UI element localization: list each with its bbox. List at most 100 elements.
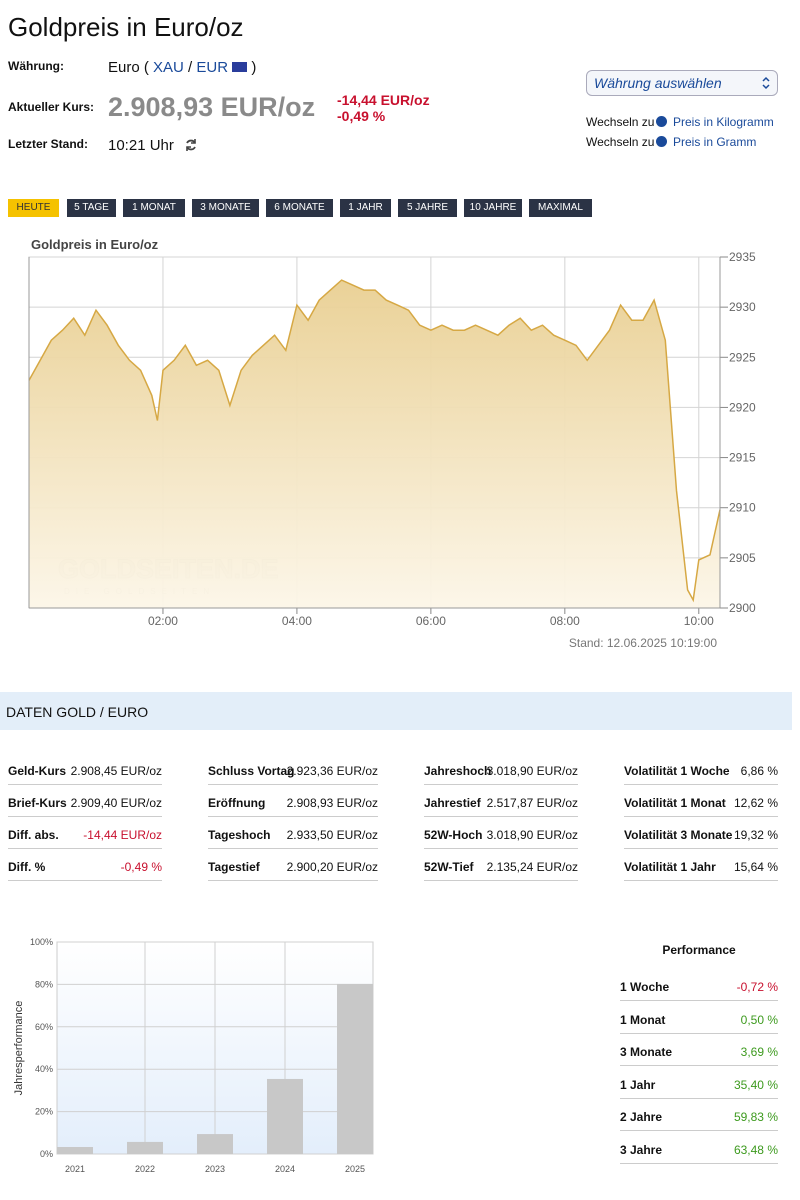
data-row: 52W-Hoch 3.018,90 EUR/oz — [424, 824, 578, 849]
data-value: -0,49 % — [120, 860, 162, 874]
tab[interactable]: 6 MONATE — [266, 199, 333, 217]
data-row: Volatilität 3 Monate 19,32 % — [624, 824, 778, 849]
data-row: Geld-Kurs 2.908,45 EUR/oz — [8, 760, 162, 785]
arrow-icon — [656, 116, 667, 127]
tab[interactable]: 3 MONATE — [192, 199, 259, 217]
switch-link[interactable]: Preis in Kilogramm — [673, 115, 774, 129]
data-key: 52W-Hoch — [424, 828, 483, 842]
performance-row: 2 Jahre 59,83 % — [620, 1106, 778, 1131]
y-tick-label: 20% — [35, 1107, 53, 1117]
bar — [197, 1134, 233, 1154]
x-tick-label: 10:00 — [684, 614, 714, 628]
note: Stand: 12.06.2025 10:19:00 — [569, 636, 717, 650]
currency-select[interactable]: Währung auswählen — [586, 70, 778, 96]
select-arrow — [762, 76, 770, 90]
switch-prefix: Wechseln zu — [586, 115, 655, 129]
data-key: Jahreshoch — [424, 764, 492, 778]
performance-key: 1 Woche — [620, 980, 670, 994]
tab[interactable]: 1 MONAT — [123, 199, 185, 217]
tab[interactable]: 1 JAHR — [340, 199, 391, 217]
currency: Euro ( XAU / EUR ) — [108, 59, 256, 76]
data-row: Schluss Vortag 2.923,36 EUR/oz — [208, 760, 378, 785]
flag-icon — [232, 62, 248, 72]
price: 2.908,93 EUR/oz — [108, 92, 316, 122]
tab[interactable]: 5 TAGE — [67, 199, 116, 217]
y-tick-label: 2905 — [729, 551, 756, 565]
y-tick-label: 60% — [35, 1022, 53, 1032]
x-tick-label: 2024 — [275, 1164, 295, 1174]
tab[interactable]: MAXIMAL — [529, 199, 592, 217]
data-row: 52W-Tief 2.135,24 EUR/oz — [424, 856, 578, 881]
x-tick-label: 04:00 — [282, 614, 312, 628]
data-row: Jahreshoch 3.018,90 EUR/oz — [424, 760, 578, 785]
tab[interactable]: 10 JAHRE — [464, 199, 522, 217]
data-value: 2.908,45 EUR/oz — [70, 764, 162, 778]
data-key: Schluss Vortag — [208, 764, 295, 778]
data-value: 2.900,20 EUR/oz — [286, 860, 378, 874]
tab[interactable]: HEUTE — [8, 199, 59, 217]
data-value: 2.517,87 EUR/oz — [486, 796, 578, 810]
data-row: Jahrestief 2.517,87 EUR/oz — [424, 792, 578, 817]
data-value: 6,86 % — [740, 764, 778, 778]
label: Aktueller Kurs: — [8, 100, 95, 114]
change-pct: -0,49 % — [337, 108, 386, 124]
section-bar — [0, 692, 792, 730]
select-text: Währung auswählen — [594, 75, 722, 91]
area — [29, 280, 720, 608]
data-value: 2.933,50 EUR/oz — [286, 828, 378, 842]
data-value: 2.908,93 EUR/oz — [286, 796, 378, 810]
data-row: Diff. abs. -14,44 EUR/oz — [8, 824, 162, 849]
performance-key: 3 Jahre — [620, 1142, 663, 1157]
data-key: Diff. abs. — [8, 828, 59, 842]
y-tick-label: 2915 — [729, 451, 756, 465]
x-tick-label: 2022 — [135, 1164, 155, 1174]
data-key: Volatilität 1 Monat — [624, 796, 726, 810]
refresh-icon[interactable] — [184, 138, 198, 152]
data-value: 12,62 % — [733, 796, 778, 810]
y-tick-label: 0% — [40, 1149, 53, 1159]
data-key: Volatilität 1 Woche — [624, 764, 730, 778]
link[interactable]: XAU — [153, 59, 184, 76]
bar — [337, 983, 373, 1154]
data-row: Tageshoch 2.933,50 EUR/oz — [208, 824, 378, 849]
link[interactable]: EUR — [196, 59, 229, 76]
performance-key: 2 Jahre — [620, 1110, 663, 1124]
performance-row: 1 Jahr 35,40 % — [620, 1074, 778, 1099]
performance-key: 3 Monate — [620, 1045, 673, 1059]
switch-link[interactable]: Preis in Gramm — [673, 135, 757, 149]
performance-row: 1 Monat 0,50 % — [620, 1009, 778, 1034]
data-key: Eröffnung — [208, 796, 266, 810]
performance-value: 63,48 % — [733, 1142, 778, 1157]
data-key: Brief-Kurs — [8, 796, 67, 810]
data-value: 2.923,36 EUR/oz — [286, 764, 378, 778]
x-tick-label: 02:00 — [148, 614, 178, 628]
performance-key: 1 Jahr — [620, 1077, 656, 1092]
data-key: Tageshoch — [208, 828, 271, 842]
text: 10:21 Uhr — [108, 137, 174, 154]
performance-row: 1 Woche -0,72 % — [620, 976, 778, 1001]
data-row: Volatilität 1 Woche 6,86 % — [624, 760, 778, 785]
y-tick-label: 80% — [35, 979, 53, 989]
performance-value: 35,40 % — [733, 1077, 778, 1092]
data-key: Diff. % — [8, 860, 46, 874]
chart-title: Goldpreis in Euro/oz — [31, 237, 159, 252]
text: Euro ( — [108, 59, 149, 76]
text: / — [188, 59, 193, 76]
bar — [267, 1078, 303, 1154]
y-axis-label: Jahresperformance — [13, 1001, 25, 1096]
label: Letzter Stand: — [8, 137, 89, 151]
data-row: Tagestief 2.900,20 EUR/oz — [208, 856, 378, 881]
page-title: Goldpreis in Euro/oz — [8, 12, 244, 42]
y-tick-label: 2925 — [729, 350, 756, 364]
performance-row: 3 Jahre 63,48 % — [620, 1139, 778, 1164]
y-tick-label: 2900 — [729, 601, 756, 615]
y-tick-label: 2910 — [729, 501, 756, 515]
data-key: Jahrestief — [424, 796, 481, 810]
data-value: 19,32 % — [733, 828, 778, 842]
time: 10:21 Uhr — [108, 137, 198, 154]
tab[interactable]: 5 JAHRE — [398, 199, 457, 217]
data-value: -14,44 EUR/oz — [83, 828, 162, 842]
data-key: Geld-Kurs — [8, 764, 67, 778]
